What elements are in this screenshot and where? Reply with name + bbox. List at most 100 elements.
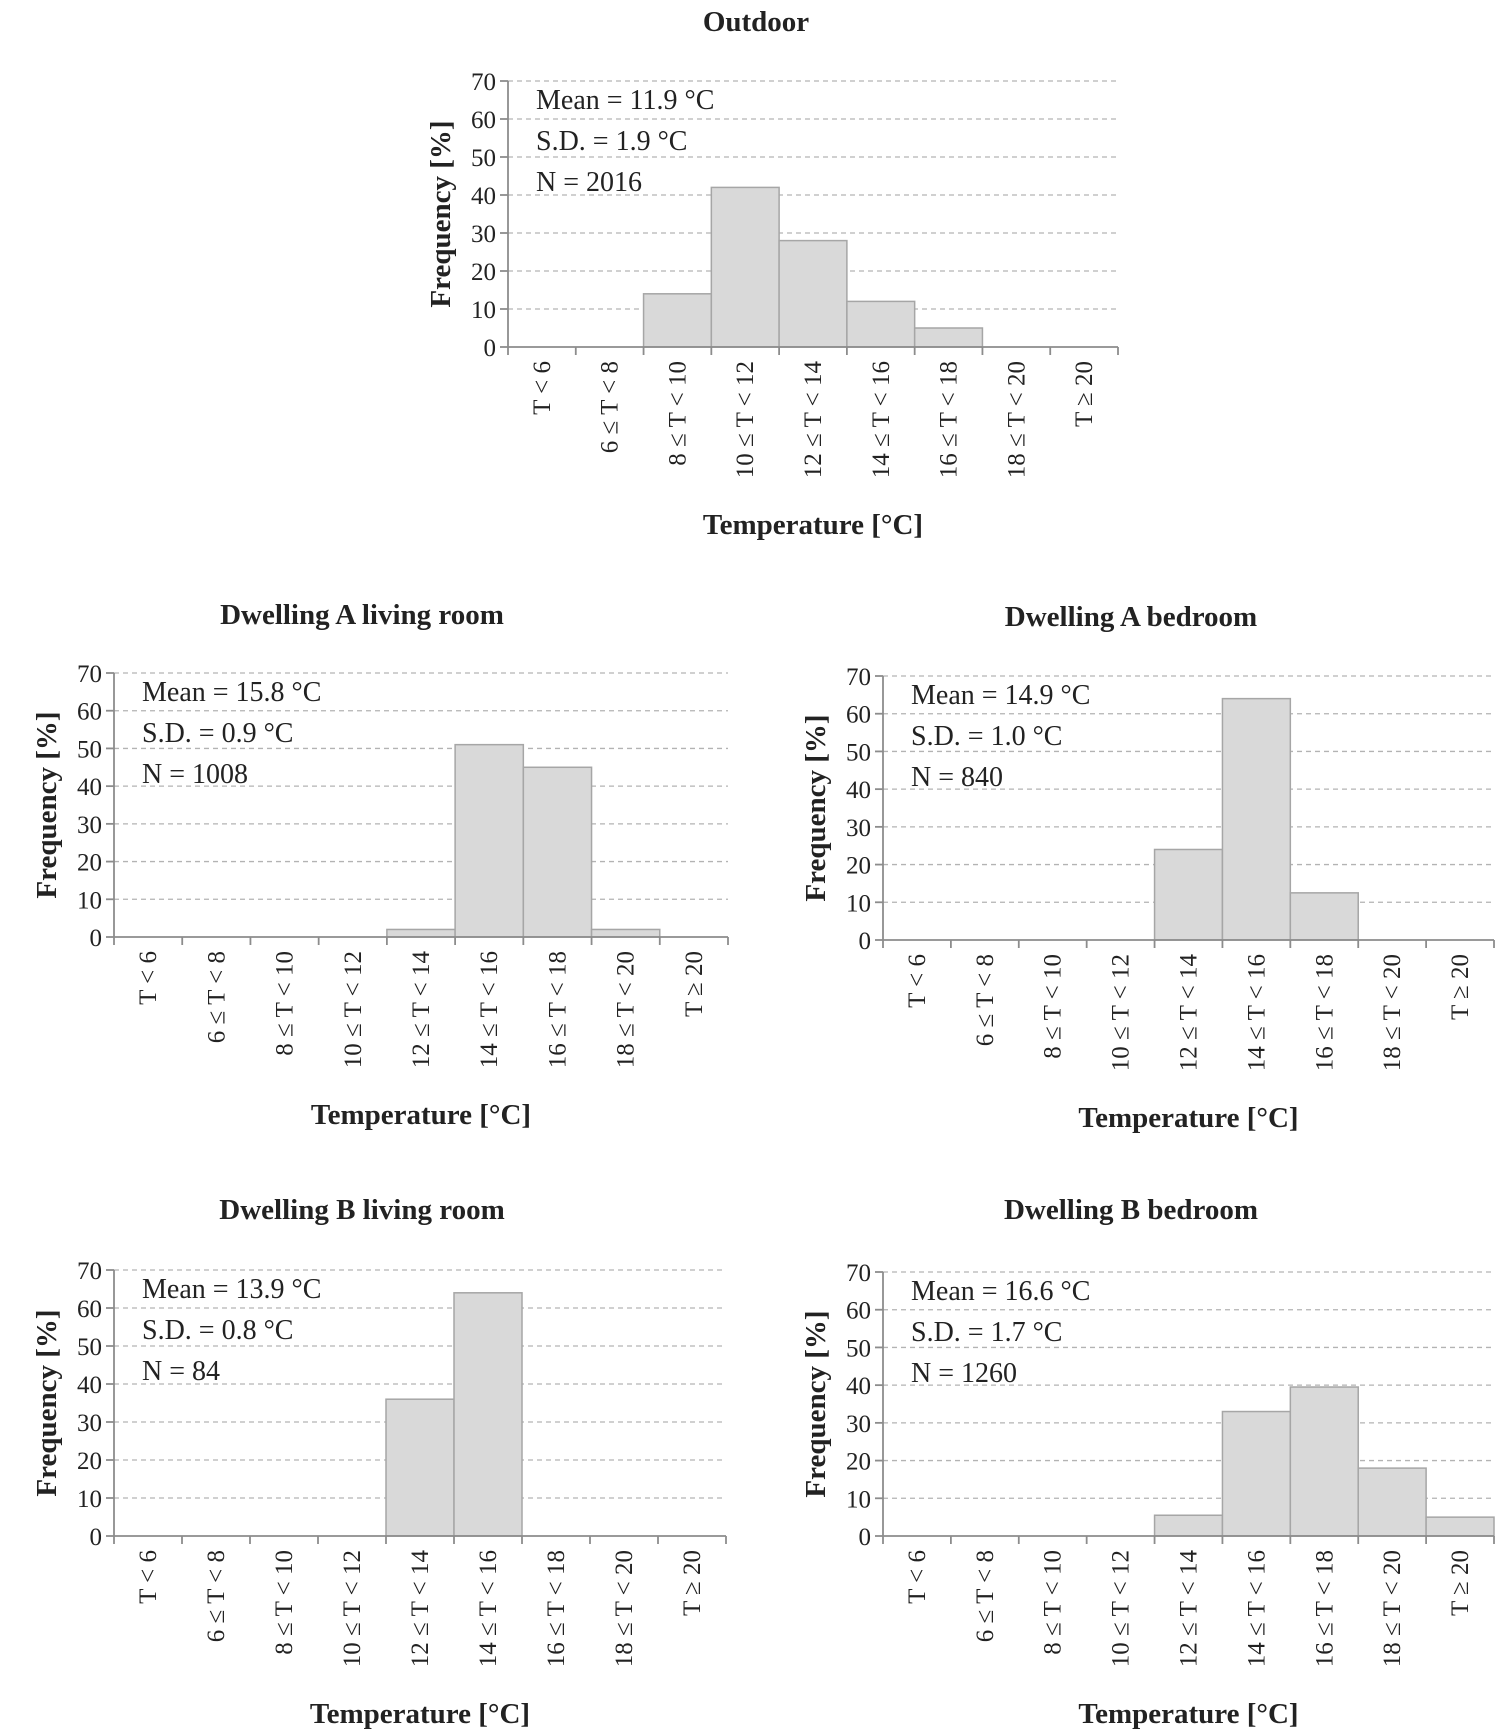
y-tick-label: 70 [846, 664, 871, 691]
y-tick-label: 70 [77, 661, 102, 688]
y-tick-label: 0 [484, 335, 497, 362]
y-tick-label: 30 [846, 815, 871, 842]
bar [385, 1398, 455, 1537]
x-tick-label: 18 ≤ T < 20 [1379, 1550, 1406, 1667]
y-tick-label: 10 [77, 887, 102, 914]
x-tick-label: T ≥ 20 [681, 951, 708, 1017]
stat-annotation: N = 840 [911, 762, 1003, 793]
y-tick-label: 70 [77, 1258, 102, 1285]
x-tick-label: 12 ≤ T < 14 [407, 1550, 434, 1668]
x-tick-label: T < 6 [529, 361, 556, 415]
stat-annotation: Mean = 13.9 °C [142, 1274, 321, 1305]
x-tick-label: T < 6 [904, 1550, 931, 1604]
y-tick-label: 30 [77, 812, 102, 839]
bar [453, 1292, 523, 1537]
stat-annotation: S.D. = 1.9 °C [536, 126, 687, 157]
y-tick-label: 40 [77, 774, 102, 801]
x-tick-label: 8 ≤ T < 10 [1040, 1550, 1067, 1655]
x-tick-label: T ≥ 20 [1071, 361, 1098, 427]
y-tick-label: 40 [77, 1372, 102, 1399]
y-tick-label: 60 [846, 1298, 871, 1325]
y-tick-label: 30 [846, 1411, 871, 1438]
x-tick-label: 10 ≤ T < 12 [340, 951, 367, 1068]
stat-annotation: N = 2016 [536, 167, 642, 198]
y-tick-label: 20 [846, 1449, 871, 1476]
x-tick-label: 12 ≤ T < 14 [1176, 1550, 1203, 1668]
y-tick-label: 20 [77, 850, 102, 877]
x-tick-label: 6 ≤ T < 8 [972, 1550, 999, 1642]
x-axis-title: Temperature [°C] [703, 509, 923, 541]
stat-annotation: Mean = 14.9 °C [911, 680, 1090, 711]
y-tick-label: 60 [77, 1296, 102, 1323]
y-tick-label: 10 [846, 1486, 871, 1513]
bar [1153, 1514, 1224, 1537]
y-tick-label: 40 [846, 777, 871, 804]
y-tick-label: 0 [90, 1524, 103, 1551]
bar [590, 928, 661, 938]
y-tick-label: 50 [471, 145, 496, 172]
x-tick-label: 10 ≤ T < 12 [1108, 954, 1135, 1071]
y-axis-title: Frequency [%] [425, 120, 457, 307]
y-tick-label: 30 [77, 1410, 102, 1437]
bar [846, 300, 916, 348]
bar [1221, 697, 1292, 941]
stat-annotation: S.D. = 0.9 °C [142, 718, 293, 749]
x-tick-label: T ≥ 20 [1447, 954, 1474, 1020]
x-tick-label: 6 ≤ T < 8 [203, 951, 230, 1043]
chart-dwelling-a-bedroom: Dwelling A bedroom 0 10 20 30 40 50 60 70 T < 6 6 … [800, 601, 1495, 1134]
chart-title: Dwelling B bedroom [1004, 1194, 1258, 1226]
x-tick-label: 16 ≤ T < 18 [1311, 1550, 1338, 1667]
bar [1357, 1467, 1427, 1537]
bar [913, 327, 984, 348]
x-tick-label: 18 ≤ T < 20 [611, 1550, 638, 1667]
stat-annotation: Mean = 16.6 °C [911, 1276, 1090, 1307]
stat-annotation: S.D. = 1.7 °C [911, 1317, 1062, 1348]
y-tick-label: 50 [77, 736, 102, 763]
stat-annotation: Mean = 15.8 °C [142, 677, 321, 708]
chart-dwelling-b-bedroom: Dwelling B bedroom 0 10 20 30 40 50 60 70 T < 6 6 … [800, 1194, 1495, 1730]
x-tick-label: 18 ≤ T < 20 [613, 951, 640, 1068]
x-tick-label: 6 ≤ T < 8 [203, 1550, 230, 1642]
x-tick-label: 16 ≤ T < 18 [544, 951, 571, 1068]
y-axis-title: Frequency [%] [800, 714, 832, 901]
x-axis-title: Temperature [°C] [310, 1698, 530, 1730]
y-tick-label: 0 [859, 1524, 872, 1551]
bar [1289, 1386, 1359, 1537]
y-tick-label: 10 [471, 297, 496, 324]
chart-outdoor: Outdoor 0 10 20 30 40 50 60 70 T < 6 6 ≤ T < 8 8 ≤ … [425, 6, 1119, 541]
x-tick-label: 10 ≤ T < 12 [732, 361, 759, 478]
y-tick-label: 10 [77, 1486, 102, 1513]
y-tick-label: 60 [846, 702, 871, 729]
x-axis-title: Temperature [°C] [1078, 1102, 1298, 1134]
x-tick-label: T < 6 [904, 954, 931, 1008]
chart-title: Dwelling A bedroom [1005, 601, 1257, 633]
stat-annotation: N = 1260 [911, 1358, 1017, 1389]
chart-title: Dwelling A living room [220, 599, 504, 631]
x-tick-label: 14 ≤ T < 16 [868, 361, 895, 478]
stat-annotation: S.D. = 1.0 °C [911, 721, 1062, 752]
chart-title: Dwelling B living room [219, 1194, 504, 1226]
x-axis-title: Temperature [°C] [1078, 1698, 1298, 1730]
y-tick-label: 70 [846, 1260, 871, 1287]
y-tick-label: 50 [846, 739, 871, 766]
y-tick-label: 50 [77, 1334, 102, 1361]
y-tick-label: 10 [846, 890, 871, 917]
x-tick-label: 8 ≤ T < 10 [1040, 954, 1067, 1059]
y-axis-title: Frequency [%] [31, 1309, 63, 1496]
bar [1153, 848, 1224, 941]
bar [386, 928, 456, 938]
y-tick-label: 0 [859, 928, 872, 955]
y-tick-label: 70 [471, 69, 496, 96]
x-axis-title: Temperature [°C] [311, 1099, 531, 1131]
bar [778, 239, 848, 348]
bar [1221, 1410, 1292, 1537]
x-tick-label: 8 ≤ T < 10 [664, 361, 691, 466]
x-tick-label: 16 ≤ T < 18 [1311, 954, 1338, 1071]
y-tick-label: 60 [77, 699, 102, 726]
x-tick-label: T < 6 [135, 1550, 162, 1604]
x-tick-label: 18 ≤ T < 20 [1003, 361, 1030, 478]
chart-dwelling-a-living-room: Dwelling A living room 0 10 20 30 40 50 60 70 T <… [31, 599, 729, 1131]
bar [1425, 1516, 1495, 1537]
stat-annotation: N = 84 [142, 1356, 220, 1387]
